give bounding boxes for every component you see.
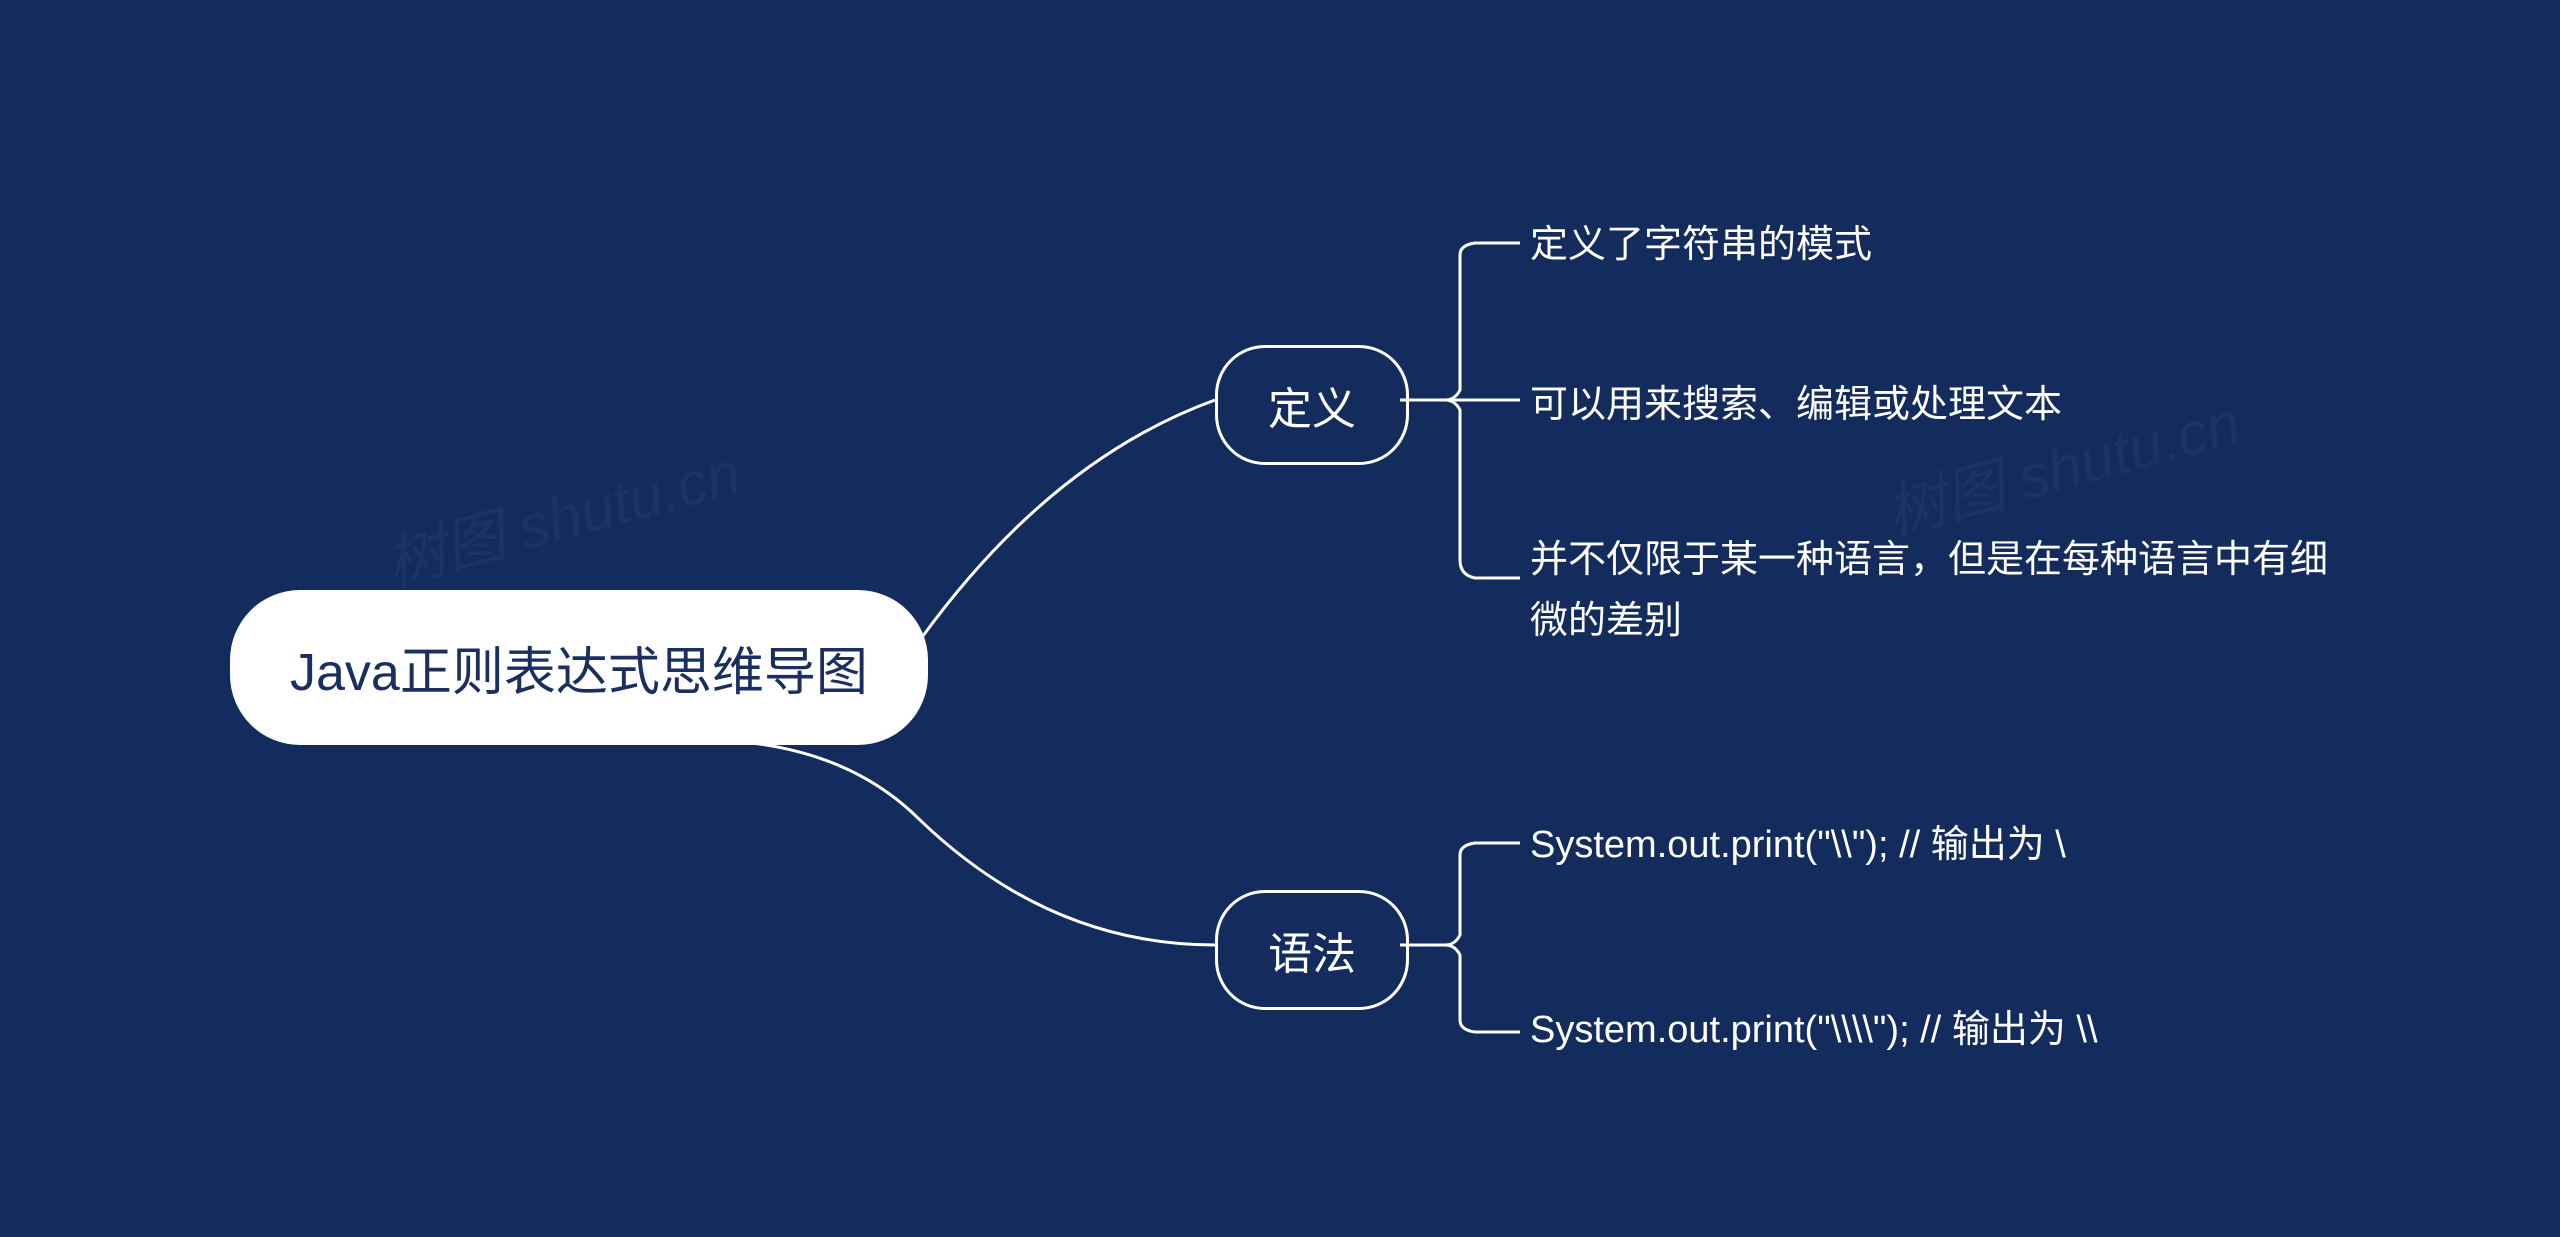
branch-definition[interactable]: 定义 (1215, 345, 1409, 465)
root-label: Java正则表达式思维导图 (290, 630, 868, 705)
branch-syntax[interactable]: 语法 (1215, 890, 1409, 1010)
leaf-definition-0: 定义了字符串的模式 (1530, 215, 1872, 276)
watermark: 树图 shutu.cn (375, 424, 749, 602)
branch-label: 语法 (1268, 918, 1356, 982)
branch-label: 定义 (1268, 373, 1356, 437)
leaf-definition-1: 可以用来搜索、编辑或处理文本 (1530, 375, 2062, 436)
leaf-definition-2: 并不仅限于某一种语言，但是在每种语言中有细微的差别 (1530, 530, 2350, 652)
leaf-syntax-1: System.out.print("\\\\"); // 输出为 \\ (1530, 1000, 2098, 1061)
leaf-syntax-0: System.out.print("\\"); // 输出为 \ (1530, 815, 2066, 876)
mindmap-root[interactable]: Java正则表达式思维导图 (230, 590, 928, 745)
